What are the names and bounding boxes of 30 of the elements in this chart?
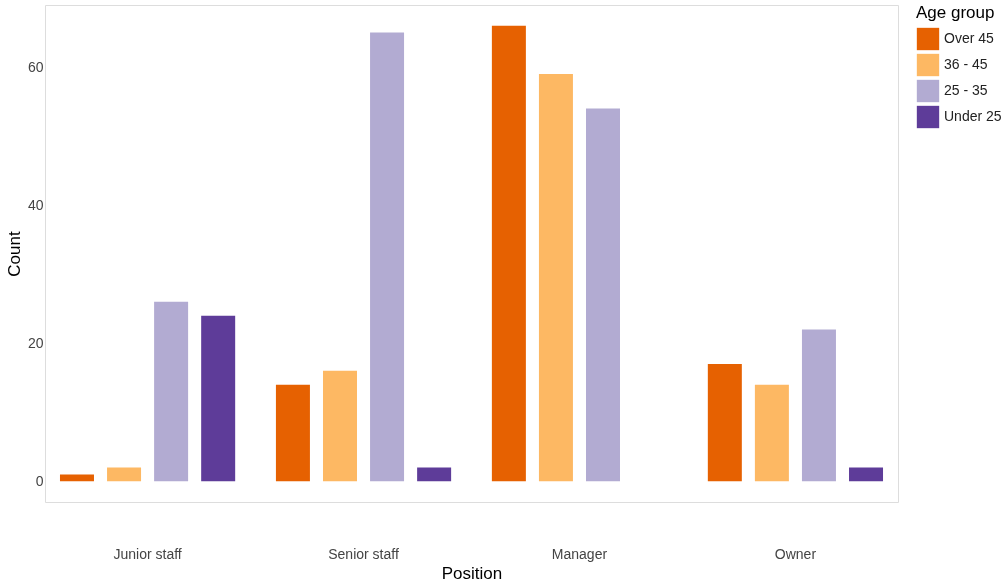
- bar: [322, 370, 357, 482]
- y-tick-label: 40: [27, 196, 44, 213]
- bar: [707, 363, 742, 482]
- x-tick-label: Senior staff: [328, 545, 399, 562]
- bar: [801, 329, 836, 482]
- y-tick-label: 20: [27, 334, 44, 351]
- y-tick-label: 0: [35, 472, 44, 489]
- y-tick-label: 60: [27, 58, 44, 75]
- bar: [417, 467, 452, 482]
- bar: [586, 108, 621, 482]
- legend-label: 36 - 45: [944, 56, 988, 72]
- legend-label: Under 25: [944, 108, 1002, 124]
- bar: [849, 467, 884, 482]
- bar: [754, 384, 789, 482]
- bar: [154, 301, 189, 482]
- x-axis-title: Position: [441, 563, 503, 583]
- bar: [538, 74, 573, 482]
- bar: [275, 384, 310, 482]
- bar: [491, 25, 526, 482]
- bar: [370, 32, 405, 482]
- x-tick-label: Junior staff: [113, 545, 182, 562]
- bar: [59, 474, 94, 482]
- legend-label: 25 - 35: [944, 82, 988, 98]
- x-tick-label: Manager: [551, 545, 608, 562]
- legend-label: Over 45: [944, 30, 995, 46]
- x-tick-label: Owner: [774, 545, 817, 562]
- legend-title: Age group: [916, 3, 995, 22]
- bar: [107, 467, 142, 482]
- y-axis-title: Count: [4, 231, 24, 277]
- bar: [201, 315, 236, 482]
